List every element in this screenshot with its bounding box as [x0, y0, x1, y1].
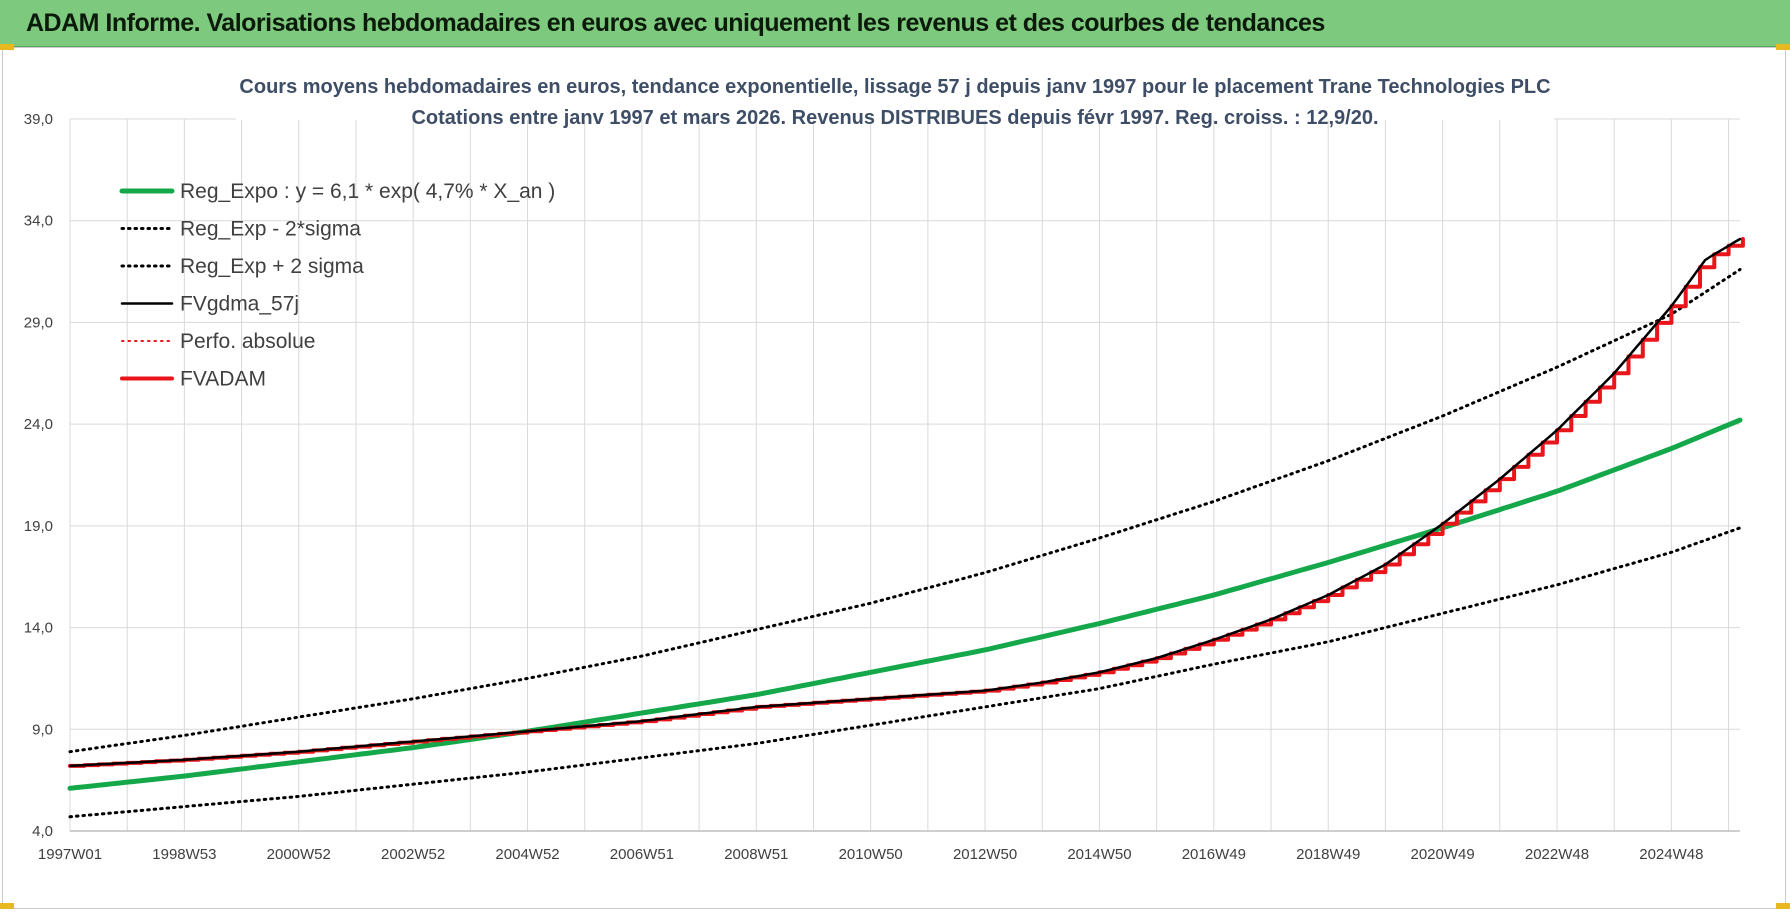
x-tick-label: 2014W50: [1067, 846, 1131, 863]
y-tick-label: 9,0: [32, 721, 53, 738]
corner-marker: [0, 903, 14, 909]
x-tick-label: 2002W52: [381, 846, 445, 863]
x-tick-label: 2018W49: [1296, 846, 1360, 863]
legend-label-hi: Reg_Exp + 2 sigma: [180, 255, 364, 278]
x-tick-label: 2010W50: [839, 846, 903, 863]
y-tick-label: 19,0: [24, 518, 53, 535]
y-tick-label: 24,0: [24, 416, 53, 433]
legend-label-perfo: Perfo. absolue: [180, 330, 315, 353]
axes: 4,0 9,0 14,0 19,0 24,0 29,0 34,0 39,0 1997W01 199…: [24, 111, 1740, 863]
legend-label-reg: Reg_Expo : y = 6,1 * exp( 4,7% * X_an ): [180, 180, 555, 203]
y-tick-label: 34,0: [24, 213, 53, 230]
x-tick-label: 2004W52: [495, 846, 559, 863]
corner-marker: [0, 44, 14, 50]
x-tick-label: 2020W49: [1410, 846, 1474, 863]
x-tick-label: 2008W51: [724, 846, 788, 863]
corner-marker: [1776, 903, 1790, 909]
legend-label-fvgdma: FVgdma_57j: [180, 293, 299, 316]
series-layer: [67, 237, 1745, 819]
x-tick-label: 2024W48: [1639, 846, 1703, 863]
x-tick-label: 2006W51: [610, 846, 674, 863]
x-tick-label: 1998W53: [152, 846, 216, 863]
legend: Reg_Expo : y = 6,1 * exp( 4,7% * X_an ) R…: [119, 180, 555, 391]
report-banner: ADAM Informe. Valorisations hebdomadaire…: [0, 0, 1790, 47]
chart-subtitle: Cotations entre janv 1997 et mars 2026. …: [411, 107, 1378, 129]
x-tick-label: 2022W48: [1525, 846, 1589, 863]
chart-title: Cours moyens hebdomadaires en euros, ten…: [239, 76, 1550, 98]
chart-frame: [2, 47, 1786, 909]
y-tick-label: 14,0: [24, 620, 53, 637]
x-tick-label: 2012W50: [953, 846, 1017, 863]
corner-marker: [1776, 44, 1790, 50]
x-tick-label: 2000W52: [267, 846, 331, 863]
legend-label-lo: Reg_Exp - 2*sigma: [180, 218, 361, 241]
x-tick-label: 2016W49: [1182, 846, 1246, 863]
legend-label-fvadam: FVADAM: [180, 368, 266, 391]
title-background: [236, 78, 1554, 120]
series-line-hi: [68, 268, 1742, 754]
y-tick-label: 39,0: [24, 111, 53, 128]
x-tick-label: 1997W01: [38, 846, 102, 863]
series-line-reg: [67, 417, 1743, 791]
series-line-fvadam: [68, 237, 1745, 768]
y-tick-label: 29,0: [24, 314, 53, 331]
y-tick-label: 4,0: [32, 823, 53, 840]
series-line-fvgdma: [68, 237, 1742, 768]
series-line-lo: [68, 526, 1742, 819]
